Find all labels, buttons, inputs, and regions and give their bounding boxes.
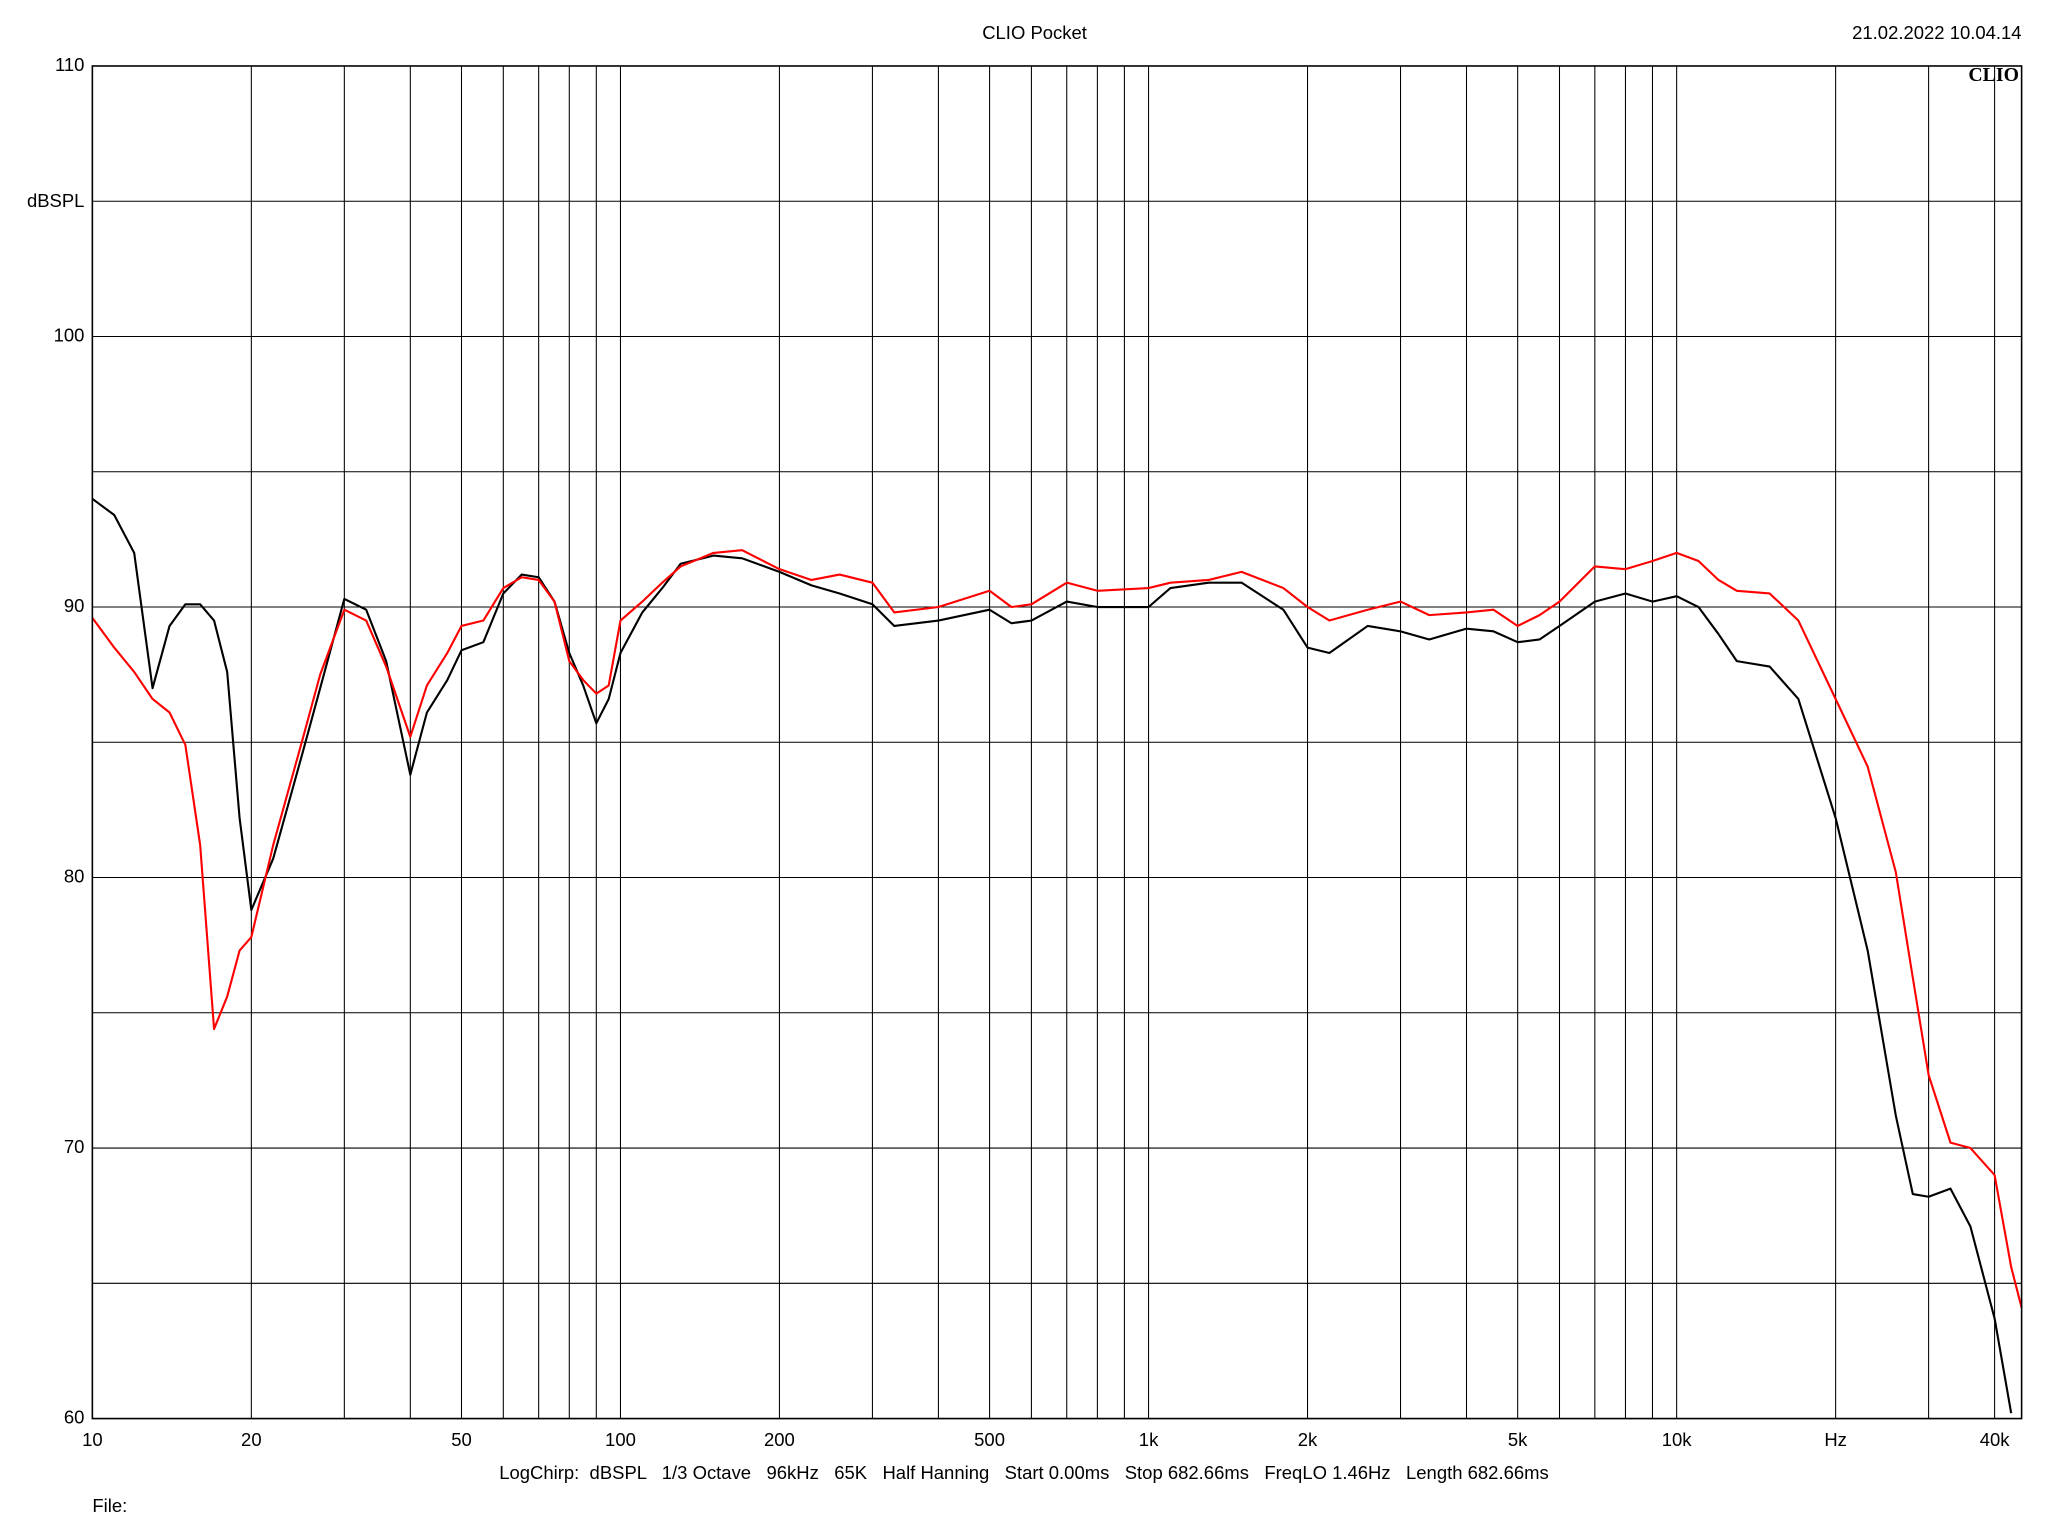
x-tick-label: 500 [974, 1429, 1005, 1450]
file-label: File: [92, 1495, 127, 1516]
series-line [91, 497, 2013, 1414]
x-tick-label: Hz [1824, 1429, 1847, 1450]
y-tick-label: 60 [64, 1406, 85, 1427]
x-tick-label: 10k [1662, 1429, 1693, 1450]
y-axis-label: dBSPL [27, 190, 85, 211]
x-tick-label: 1k [1139, 1429, 1159, 1450]
chart-title: CLIO Pocket [982, 22, 1087, 43]
plot-lines [91, 497, 2023, 1414]
y-tick-label: 110 [55, 54, 84, 75]
x-tick-label: 10 [82, 1429, 103, 1450]
x-tick-label: 200 [764, 1429, 795, 1450]
x-tick-label: 100 [605, 1429, 636, 1450]
series-line [91, 549, 2023, 1308]
brand: CLIO [1968, 64, 2019, 86]
x-tick-label: 2k [1298, 1429, 1318, 1450]
plot-frame [91, 65, 2023, 1420]
timestamp: 21.02.2022 10.04.14 [1852, 22, 2021, 43]
y-tick-label: 100 [54, 324, 85, 345]
y-tick-label: 70 [64, 1136, 85, 1157]
y-tick-label: 80 [64, 865, 85, 886]
y-tick-label: 90 [64, 595, 85, 616]
x-tick-label: 50 [451, 1429, 472, 1450]
x-tick-label: 40k [1980, 1429, 2011, 1450]
x-tick-label: 5k [1508, 1429, 1528, 1450]
x-tick-label: 20 [241, 1429, 262, 1450]
footer: LogChirp: dBSPL 1/3 Octave 96kHz 65K Hal… [499, 1462, 1549, 1483]
